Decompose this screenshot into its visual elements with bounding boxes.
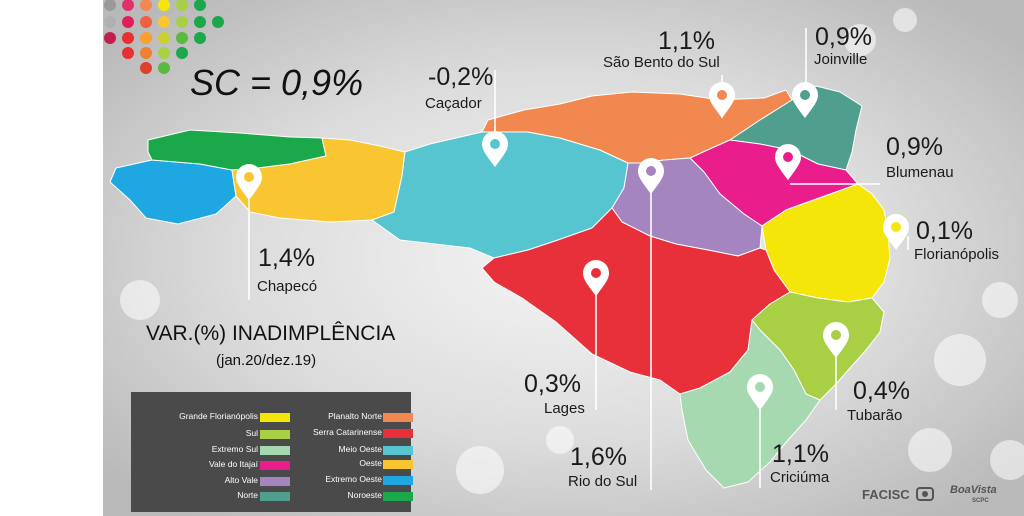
legend-swatch <box>383 413 413 422</box>
legend-swatch <box>260 446 290 455</box>
leader-lines <box>248 28 909 490</box>
legend-label: Extremo Oeste <box>325 474 382 484</box>
legend-swatch <box>260 413 290 422</box>
facisc-mark-icon <box>916 487 934 501</box>
boavista-sub-logo: SCPC <box>972 498 989 504</box>
cacador-percent: -0,2% <box>428 63 494 91</box>
legend-label: Meio Oeste <box>338 444 382 454</box>
criciuma-percent: 1,1% <box>772 440 829 468</box>
pin-sao-bento-icon <box>709 82 735 118</box>
rio-do-sul-city-label: Rio do Sul <box>568 473 638 490</box>
facisc-logo: FACISC <box>862 487 910 502</box>
pin-lages-icon <box>583 260 609 296</box>
state-total-headline: SC = 0,9% <box>190 62 364 103</box>
legend-label: Vale do Itajaí <box>209 459 258 469</box>
blumenau-city-label: Blumenau <box>886 164 954 181</box>
pin-rio-do-sul-icon <box>638 158 664 194</box>
chapeco-percent: 1,4% <box>258 244 315 272</box>
blumenau-percent: 0,9% <box>886 133 943 161</box>
tubarao-percent: 0,4% <box>853 377 910 405</box>
legend-swatch <box>383 446 413 455</box>
lages-percent: 0,3% <box>524 370 581 398</box>
florianopolis-city-label: Florianópolis <box>914 246 1000 263</box>
pin-tubarao-icon <box>823 322 849 358</box>
region-extremo-sul <box>679 319 821 489</box>
legend-swatch <box>383 429 413 438</box>
sao-bento-city-label: São Bento do Sul <box>603 54 720 71</box>
legend-label: Oeste <box>359 458 382 468</box>
legend-label: Noroeste <box>347 490 383 500</box>
legend-swatch <box>383 460 413 469</box>
criciuma-city-label: Criciúma <box>770 469 830 486</box>
legend-label: Serra Catarinense <box>313 427 382 437</box>
cacador-city-label: Caçador <box>425 95 482 112</box>
legend-swatch <box>260 477 290 486</box>
rio-do-sul-percent: 1,6% <box>570 443 627 471</box>
legend-swatch <box>383 492 413 501</box>
legend-label: Alto Vale <box>224 475 258 485</box>
joinville-city-label: Joinville <box>814 51 868 68</box>
pin-cacador-icon <box>482 131 508 167</box>
legend-label: Grande Florianópolis <box>179 411 258 421</box>
legend-swatch <box>260 461 290 470</box>
pin-joinville-icon <box>792 82 818 118</box>
location-pins <box>236 82 909 410</box>
pin-florianopolis-icon <box>883 214 909 250</box>
pin-chapeco-icon <box>236 164 262 200</box>
legend-label: Sul <box>245 428 258 438</box>
sao-bento-percent: 1,1% <box>658 27 715 55</box>
chapeco-city-label: Chapecó <box>257 278 318 295</box>
legend-swatch <box>383 476 413 485</box>
pin-criciuma-icon <box>747 374 773 410</box>
tubarao-city-label: Tubarão <box>847 407 903 424</box>
chart-title: VAR.(%) INADIMPLÊNCIA <box>146 322 396 345</box>
legend-label: Extremo Sul <box>211 444 258 454</box>
legend-label: Planalto Norte <box>328 411 382 421</box>
background-sparkles <box>120 8 1024 494</box>
joinville-percent: 0,9% <box>815 23 872 51</box>
pin-blumenau-icon <box>775 144 801 180</box>
state-map <box>109 85 891 489</box>
boavista-logo: BoaVista <box>950 484 997 496</box>
legend-label: Norte <box>237 490 258 500</box>
florianopolis-percent: 0,1% <box>916 217 973 245</box>
chart-subtitle: (jan.20/dez.19) <box>216 352 317 369</box>
legend: Grande Florianópolis Sul Extremo Sul Val… <box>131 392 413 512</box>
lages-city-label: Lages <box>544 400 585 417</box>
decorative-dots <box>104 0 224 74</box>
legend-swatch <box>260 430 290 439</box>
legend-swatch <box>260 492 290 501</box>
